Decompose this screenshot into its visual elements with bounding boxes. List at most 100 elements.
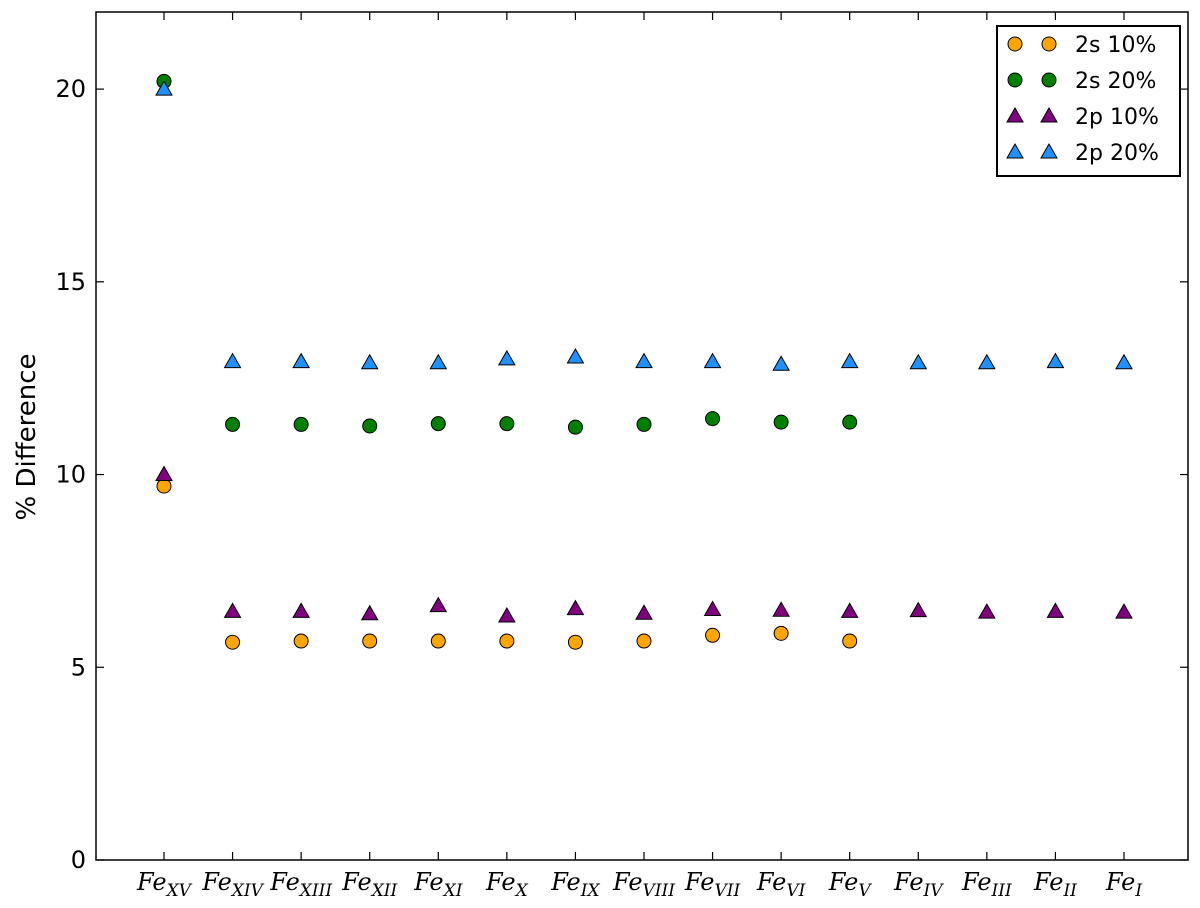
data-point — [429, 353, 448, 370]
legend-box — [996, 25, 1181, 177]
data-point — [430, 633, 446, 649]
data-point — [155, 80, 173, 96]
data-point — [362, 418, 378, 434]
data-point — [635, 352, 653, 369]
data-point — [567, 634, 583, 650]
legend-marker — [1041, 36, 1057, 52]
legend-item: 2s 20% — [1007, 69, 1156, 94]
data-point — [977, 353, 996, 370]
data-point — [223, 352, 242, 369]
data-point — [773, 625, 789, 641]
x-tick-label: FeXV — [136, 868, 193, 901]
x-tick-label-base: Fe — [1105, 868, 1136, 896]
x-tick-label: FeXIII — [269, 868, 332, 901]
data-point — [429, 596, 448, 613]
data-point — [842, 633, 858, 649]
data-point — [772, 601, 790, 617]
legend-label: 2s 20% — [1075, 69, 1156, 94]
x-tick-label: FeVII — [684, 868, 741, 901]
data-point — [225, 634, 241, 650]
data-point — [1115, 353, 1133, 370]
data-points — [155, 73, 1133, 650]
y-tick-label: 0 — [71, 846, 86, 874]
x-tick-label-base: Fe — [413, 868, 444, 896]
legend: 2s 10% 2s 20% 2p 10% 2p 20% — [996, 25, 1181, 177]
data-point — [499, 633, 515, 649]
x-tick-label: FeI — [1105, 868, 1143, 901]
x-tick-label-sub: I — [1134, 881, 1142, 901]
x-tick-label: FeIII — [961, 868, 1012, 901]
data-point — [773, 414, 789, 430]
legend-item: 2s 10% — [1007, 33, 1156, 58]
x-tick-label-sub: V — [858, 881, 872, 901]
data-point — [842, 414, 858, 430]
data-point — [703, 352, 722, 369]
x-tick-label-base: Fe — [269, 868, 300, 896]
x-tick-label: FeII — [1033, 868, 1077, 901]
data-point — [223, 602, 242, 618]
x-tick-label-base: Fe — [828, 868, 859, 896]
data-point — [292, 602, 311, 618]
legend-marker — [1041, 72, 1057, 88]
x-tick-label-sub: VII — [714, 881, 740, 901]
data-point — [430, 416, 446, 432]
legend-marker — [1006, 142, 1024, 159]
x-tick-label-sub: II — [1062, 881, 1077, 901]
data-point — [155, 465, 173, 482]
x-tick-label-sub: XV — [165, 881, 193, 901]
y-tick-label: 5 — [71, 653, 86, 681]
data-point — [909, 601, 928, 618]
data-point — [772, 355, 790, 371]
plot-frame — [95, 11, 1189, 861]
x-tick-label: FeXI — [413, 868, 463, 901]
legend-marker — [1007, 72, 1023, 88]
data-point — [499, 416, 515, 432]
x-tick-label-base: Fe — [756, 868, 787, 896]
data-point — [635, 604, 653, 620]
data-point — [566, 347, 585, 364]
data-point — [1046, 352, 1065, 369]
data-point — [566, 599, 585, 616]
legend-item: 2p 20% — [1006, 141, 1159, 166]
legend-label: 2s 10% — [1075, 33, 1156, 58]
legend-marker — [1006, 106, 1024, 123]
data-point — [636, 633, 652, 649]
data-point — [225, 416, 241, 432]
x-tick-label-sub: X — [514, 881, 529, 901]
data-point — [909, 353, 928, 370]
data-point — [703, 600, 722, 616]
data-point — [360, 353, 379, 370]
legend-marker — [1007, 36, 1023, 52]
x-tick-label-sub: III — [991, 881, 1012, 901]
data-point — [705, 627, 721, 643]
y-tick-label: 15 — [55, 268, 86, 296]
x-tick-label-sub: XI — [442, 881, 463, 901]
x-tick-label-sub: XII — [370, 881, 398, 901]
series-2s-20- — [156, 73, 858, 435]
data-point — [293, 633, 309, 649]
legend-item: 2p 10% — [1006, 105, 1159, 130]
x-tick-label-base: Fe — [136, 868, 167, 896]
x-tick-label: FeIX — [550, 868, 600, 901]
data-point — [567, 419, 583, 435]
series-2s-10- — [156, 478, 858, 650]
x-tick-label-base: Fe — [341, 868, 372, 896]
x-tick-label-sub: XIV — [230, 881, 265, 901]
x-tick-label: FeVIII — [612, 868, 675, 901]
data-point — [636, 416, 652, 432]
legend-marker — [1040, 142, 1058, 159]
x-tick-label: FeXIV — [201, 868, 264, 901]
x-tick-label-sub: VIII — [643, 881, 676, 901]
x-tick-label-base: Fe — [1033, 868, 1064, 896]
x-tick-label-sub: VI — [786, 881, 805, 901]
data-point — [840, 352, 859, 369]
data-point — [360, 604, 379, 621]
x-tick-label-base: Fe — [485, 868, 516, 896]
x-tick-label-base: Fe — [893, 868, 924, 896]
data-point — [497, 349, 516, 366]
y-axis-label: % Difference — [12, 353, 42, 520]
x-tick-label: FeX — [485, 868, 529, 901]
data-point — [292, 352, 311, 369]
